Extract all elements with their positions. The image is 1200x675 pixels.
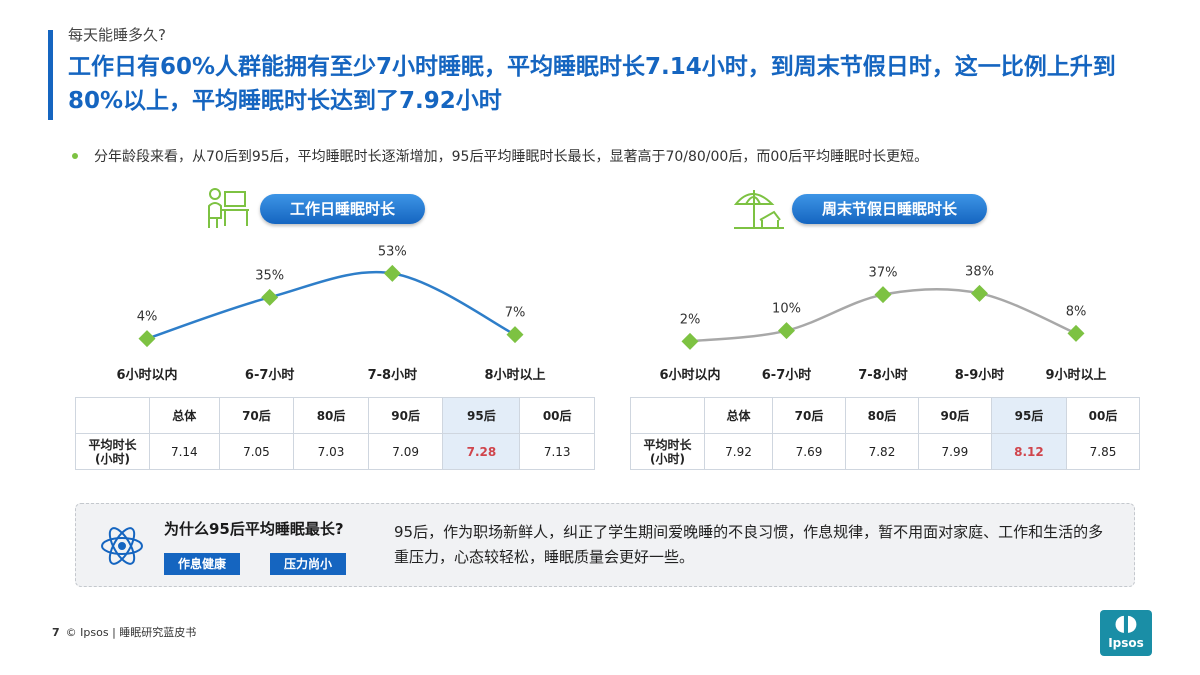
table-cell-highlighted: 8.12 (990, 433, 1068, 470)
data-label: 4% (137, 310, 158, 325)
callout-question: 为什么95后平均睡眠最长? (164, 520, 344, 538)
insight-callout: 为什么95后平均睡眠最长? 作息健康 压力尚小 95后，作为职场新鲜人，纠正了学… (75, 503, 1135, 587)
table-corner-cell (75, 397, 150, 434)
weekend-stats-table: 总体 70后 80后 90后 95后 00后 平均时长 (小时) 7.92 7.6… (630, 397, 1140, 470)
category-label: 6小时以内 (659, 367, 720, 383)
workday-chart-panel: 工作日睡眠时长 4% 6小时以内 35% 6-7小时 53% 7-8小时 7% 8小时以上 总… (75, 182, 595, 470)
weekend-chart-title: 周末节假日睡眠时长 (792, 194, 988, 224)
logo-mark-icon: ◖◗ (1114, 611, 1138, 636)
data-point-marker (874, 286, 892, 304)
column-header: 70后 (218, 397, 295, 434)
column-header: 00后 (519, 397, 595, 434)
tag-healthy-routine: 作息健康 (164, 553, 241, 575)
row-label: 平均时长 (小时) (630, 433, 705, 470)
data-point-marker (681, 332, 699, 350)
page-headline: 工作日有60%人群能拥有至少7小时睡眠，平均睡眠时长7.14小时，到周末节假日时… (68, 54, 1116, 114)
data-label: 53% (378, 244, 407, 259)
footer-text: © Ipsos | 睡眠研究蓝皮书 (65, 626, 197, 639)
table-cell: 7.09 (367, 433, 444, 470)
table-cell: 7.05 (218, 433, 295, 470)
data-point-marker (261, 288, 279, 306)
table-cell: 7.85 (1066, 433, 1140, 470)
column-header-highlighted: 95后 (442, 397, 521, 434)
workday-stats-table: 总体 70后 80后 90后 95后 00后 平均时长 (小时) 7.14 7.0… (75, 397, 595, 470)
workday-line-chart: 4% 6小时以内 35% 6-7小时 53% 7-8小时 7% 8小时以上 (116, 244, 545, 383)
category-label: 6-7小时 (245, 367, 295, 383)
column-header: 90后 (917, 397, 992, 434)
callout-answer: 95后，作为职场新鲜人，纠正了学生期间爱晚睡的不良习惯，作息规律，暂不用面对家庭… (394, 523, 1104, 566)
page-footer: 7 © Ipsos | 睡眠研究蓝皮书 (52, 624, 196, 640)
table-cell: 7.69 (772, 433, 846, 470)
data-point-marker (506, 326, 524, 344)
category-label: 6小时以内 (116, 367, 177, 383)
series-line (146, 270, 516, 340)
category-label: 6-7小时 (762, 367, 812, 383)
data-point-marker (1067, 324, 1085, 342)
data-point-marker (138, 330, 156, 348)
page-kicker: 每天能睡多久? (68, 26, 166, 44)
bullet-dot-icon (72, 153, 78, 159)
table-cell: 7.82 (845, 433, 919, 470)
column-header: 70后 (772, 397, 846, 434)
summary-text: 分年龄段来看，从70后到95后，平均睡眠时长逐渐增加，95后平均睡眠时长最长，显… (94, 149, 929, 165)
desk-worker-icon (208, 188, 249, 228)
table-row: 平均时长 (小时) 7.14 7.05 7.03 7.09 7.28 7.13 (75, 433, 595, 470)
table-cell-highlighted: 7.28 (442, 433, 521, 470)
weekend-chart-panel: 周末节假日睡眠时长 2% 6小时以内 10% 6-7小时 37% 7-8小时 38% 8-9小… (630, 182, 1140, 470)
column-header: 80后 (845, 397, 919, 434)
column-header: 00后 (1066, 397, 1140, 434)
title-accent-bar (48, 30, 53, 120)
data-label: 7% (505, 306, 526, 321)
weekend-line-chart: 2% 6小时以内 10% 6-7小时 37% 7-8小时 38% 8-9小时 8% 9小时以上 (659, 264, 1106, 383)
atom-icon (101, 527, 143, 565)
data-point-marker (971, 284, 988, 302)
workday-chart-title: 工作日睡眠时长 (260, 194, 426, 224)
data-label: 38% (965, 264, 994, 279)
table-cell: 7.03 (293, 433, 369, 470)
column-header: 总体 (703, 397, 774, 434)
data-label: 37% (869, 266, 898, 281)
logo-text: Ipsos (1108, 636, 1144, 650)
table-corner-cell (630, 397, 705, 434)
tag-low-pressure: 压力尚小 (270, 553, 347, 575)
table-header-row: 总体 70后 80后 90后 95后 00后 (630, 397, 1140, 434)
data-label: 8% (1066, 304, 1087, 319)
category-label: 7-8小时 (858, 367, 908, 383)
data-label: 35% (255, 268, 284, 283)
column-header: 90后 (367, 397, 444, 434)
data-point-marker (778, 322, 795, 340)
data-point-marker (383, 264, 401, 282)
summary-bullet: 分年龄段来看，从70后到95后，平均睡眠时长逐渐增加，95后平均睡眠时长最长，显… (72, 146, 928, 166)
column-header: 80后 (293, 397, 369, 434)
page-number: 7 (52, 626, 60, 639)
table-cell: 7.13 (519, 433, 595, 470)
category-label: 8-9小时 (955, 367, 1005, 383)
column-header-highlighted: 95后 (990, 397, 1068, 434)
row-label: 平均时长 (小时) (75, 433, 150, 470)
data-label: 10% (772, 302, 801, 317)
column-header: 总体 (149, 397, 220, 434)
workday-chart-header: 工作日睡眠时长 (75, 182, 595, 234)
table-row: 平均时长 (小时) 7.92 7.69 7.82 7.99 8.12 7.85 (630, 433, 1140, 470)
table-header-row: 总体 70后 80后 90后 95后 00后 (75, 397, 595, 434)
category-label: 8小时以上 (484, 367, 545, 383)
category-label: 7-8小时 (368, 367, 418, 383)
data-label: 2% (680, 312, 701, 327)
table-cell: 7.14 (149, 433, 220, 470)
table-cell: 7.99 (917, 433, 992, 470)
table-cell: 7.92 (703, 433, 774, 470)
weekend-chart-header: 周末节假日睡眠时长 (630, 182, 1140, 234)
ipsos-logo: ◖◗ Ipsos (1100, 610, 1152, 656)
beach-umbrella-icon (733, 190, 784, 229)
category-label: 9小时以上 (1045, 367, 1106, 383)
